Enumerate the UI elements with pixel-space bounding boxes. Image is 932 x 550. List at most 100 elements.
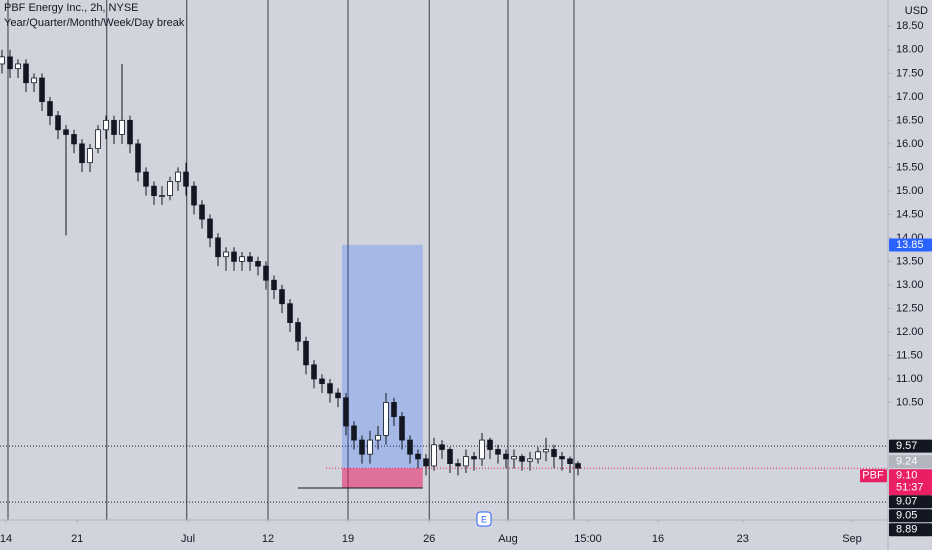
candle-body	[239, 256, 245, 262]
price-badge-label: 9.07	[896, 496, 917, 508]
candle-body	[303, 340, 309, 366]
plot-area	[0, 0, 888, 520]
price-countdown: 51:37	[896, 482, 924, 494]
earnings-icon[interactable]: E	[476, 511, 492, 527]
candle-body	[559, 456, 565, 460]
candle-body	[519, 456, 525, 462]
price-badge-label: 9.05	[896, 510, 917, 522]
candle-body	[263, 265, 269, 281]
candle-body	[287, 303, 293, 323]
candle-body	[207, 218, 213, 239]
y-tick-label: 11.00	[896, 373, 923, 385]
y-tick-label: 15.00	[896, 185, 924, 197]
earnings-badge[interactable]	[476, 511, 492, 527]
x-tick-label: 21	[71, 533, 83, 545]
candle-body	[23, 63, 29, 84]
candle-body	[343, 397, 349, 427]
y-tick-label: 17.50	[896, 67, 924, 79]
price-badge	[889, 495, 932, 509]
candle-body	[103, 119, 109, 131]
y-tick-label: 12.00	[896, 326, 924, 338]
candle-body	[431, 444, 437, 467]
candle-body	[71, 134, 77, 145]
candle-body	[383, 402, 389, 436]
x-tick-label: 15:00	[574, 533, 602, 545]
candle-body	[439, 444, 445, 450]
candle-body	[231, 251, 237, 262]
x-tick-label: 16	[652, 533, 664, 545]
price-badge-label: 8.89	[896, 524, 917, 536]
candle-body	[471, 456, 477, 460]
y-tick-label: 15.50	[896, 161, 924, 173]
y-tick-label: 13.50	[896, 255, 924, 267]
candle-body	[295, 322, 301, 342]
candle-body	[271, 279, 277, 291]
x-tick-label: 23	[737, 533, 749, 545]
candle-body	[79, 143, 85, 164]
candle-body	[463, 456, 469, 467]
candle-body	[255, 261, 261, 267]
price-badge-label: 13.85	[896, 239, 924, 251]
candle-body	[87, 148, 93, 164]
candle-body	[479, 439, 485, 460]
price-badge	[889, 238, 932, 252]
price-badge	[889, 523, 932, 537]
candle-body	[183, 171, 189, 187]
candle-body	[143, 171, 149, 187]
candle-body	[423, 458, 429, 467]
y-tick-label: 11.50	[896, 349, 923, 361]
candle-body	[55, 115, 61, 131]
candle-body	[327, 383, 333, 394]
candle-body	[527, 458, 533, 462]
price-badge-label: 9.24	[896, 456, 917, 468]
y-tick-label: 14.50	[896, 208, 924, 220]
candle-body	[223, 251, 229, 258]
candle-body	[567, 458, 573, 464]
x-tick-label: 14	[0, 533, 12, 545]
y-tick-label: 12.50	[896, 302, 924, 314]
price-badge-label: 9.10	[896, 470, 917, 482]
y-tick-label: 18.00	[896, 44, 924, 56]
candle-body	[455, 463, 461, 467]
candle-body	[191, 185, 197, 206]
x-tick-label: Sep	[842, 533, 862, 545]
candle-body	[127, 119, 133, 145]
candle-body	[447, 449, 453, 464]
candle-body	[167, 181, 173, 196]
y-tick-label: 17.00	[896, 91, 924, 103]
candle-body	[159, 195, 165, 197]
candle-body	[359, 439, 365, 455]
x-tick-label: Jul	[181, 533, 195, 545]
candle-body	[151, 185, 157, 196]
x-tick-label: Aug	[498, 533, 518, 545]
candle-body	[415, 453, 421, 460]
candle-body	[503, 453, 509, 460]
candle-body	[39, 77, 45, 102]
candle-body	[407, 439, 413, 455]
chart-subtitle: Year/Quarter/Month/Week/Day break	[4, 17, 185, 29]
candle-body	[391, 402, 397, 417]
price-badge	[889, 455, 932, 469]
candle-body	[279, 289, 285, 305]
candle-body	[135, 143, 141, 173]
price-badge	[889, 469, 932, 496]
x-tick-label: 26	[423, 533, 435, 545]
candle-body	[319, 378, 325, 385]
position-stop-zone	[342, 468, 423, 489]
candle-body	[0, 56, 5, 65]
y-tick-label: 16.50	[896, 114, 924, 126]
candle-body	[535, 451, 541, 460]
candle-body	[351, 425, 357, 441]
y-tick-label: 13.00	[896, 279, 924, 291]
candle-body	[575, 463, 581, 469]
candle-body	[487, 439, 493, 450]
candle-body	[199, 204, 205, 220]
candle-body	[47, 101, 53, 117]
candle-body	[399, 416, 405, 441]
price-badge	[889, 439, 932, 453]
x-tick-label: 12	[262, 533, 274, 545]
candle-body	[15, 63, 21, 70]
candle-body	[7, 56, 13, 70]
candle-body	[63, 129, 69, 135]
